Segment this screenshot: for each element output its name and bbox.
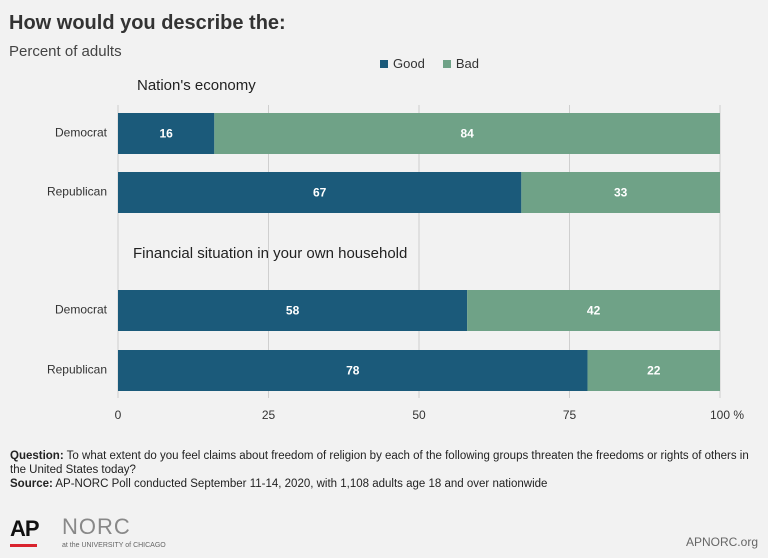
bar-good-1-0	[118, 290, 468, 331]
source-text: AP-NORC Poll conducted September 11-14, …	[55, 478, 548, 490]
x-tick-label-0: 0	[115, 408, 122, 422]
category-label-republican: Republican	[47, 363, 107, 377]
chart-subtitle: Percent of adults	[9, 43, 122, 60]
legend-swatch-bad	[442, 59, 451, 68]
ap-logo: AP	[10, 516, 40, 541]
group-title-1: Financial situation in your own househol…	[133, 245, 407, 262]
category-label-republican: Republican	[47, 185, 107, 199]
logo-bar: AP NORC at the UNIVERSITY of CHICAGO APN…	[0, 508, 768, 558]
apnorc-site-link[interactable]: APNORC.org	[685, 535, 758, 549]
legend: Good Bad	[380, 56, 479, 71]
bar-good-0-0	[118, 113, 215, 154]
stacked-bar-chart: Nation's economy Democrat 16 84 Republican 67…	[47, 77, 744, 422]
group-title-0: Nation's economy	[137, 77, 256, 94]
data-label-bad-1-0: 42	[587, 304, 601, 318]
x-tick-label-50: 50	[412, 408, 426, 422]
bar-bad-1-0	[467, 290, 720, 331]
source-label: Source:	[10, 478, 53, 490]
data-label-bad-0-0: 84	[460, 127, 474, 141]
norc-logo-subtitle: at the UNIVERSITY of CHICAGO	[62, 542, 166, 549]
legend-swatch-good	[380, 59, 388, 68]
legend-item-bad: Bad	[442, 56, 479, 71]
norc-logo: NORC	[62, 514, 131, 539]
question-text: To what extent do you feel claims about …	[10, 450, 749, 476]
legend-label-good: Good	[393, 56, 425, 71]
bar-bad-0-0	[214, 113, 720, 154]
category-label-democrat: Democrat	[55, 126, 108, 140]
category-label-democrat: Democrat	[55, 303, 108, 317]
data-label-good-0-0: 16	[159, 127, 173, 141]
x-tick-label-100: 100 %	[710, 408, 744, 422]
data-label-bad-0-1: 33	[614, 186, 628, 200]
data-label-bad-1-1: 22	[647, 364, 661, 378]
bar-good-1-1	[118, 350, 588, 391]
bar-bad-0-1	[521, 172, 720, 213]
legend-label-bad: Bad	[455, 56, 479, 71]
data-label-good-0-1: 67	[313, 186, 327, 200]
data-label-good-1-0: 58	[286, 304, 300, 318]
source-note: Source: AP-NORC Poll conducted September…	[10, 477, 760, 491]
footer-notes: Question: To what extent do you feel cla…	[10, 449, 760, 491]
chart-title: How would you describe the:	[9, 12, 286, 34]
question-label: Question:	[10, 450, 64, 462]
question-note: Question: To what extent do you feel cla…	[10, 449, 760, 477]
data-label-good-1-1: 78	[346, 364, 360, 378]
bar-bad-1-1	[587, 350, 720, 391]
ap-logo-underline	[10, 544, 37, 547]
legend-item-good: Good	[380, 56, 425, 71]
x-tick-label-75: 75	[563, 408, 577, 422]
bar-good-0-1	[118, 172, 522, 213]
x-tick-label-25: 25	[262, 408, 276, 422]
